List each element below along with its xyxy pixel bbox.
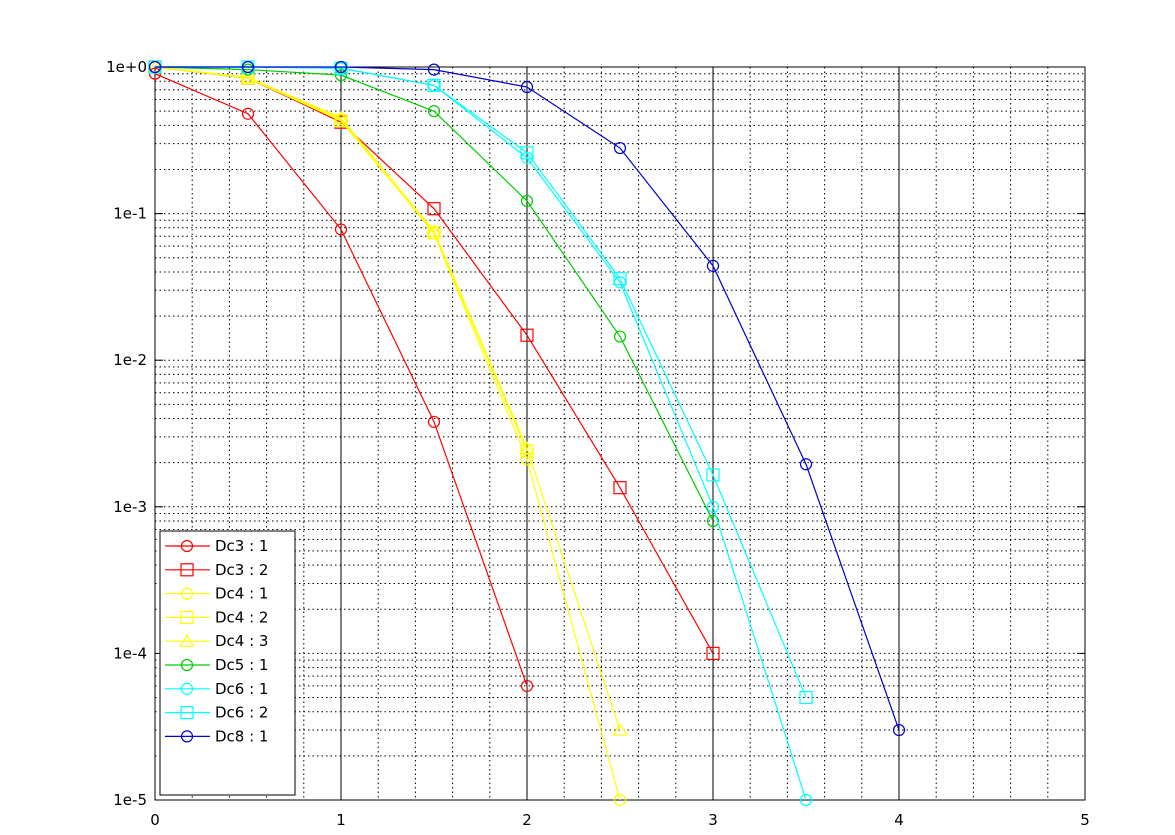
data-point (799, 458, 813, 471)
data-point (520, 444, 534, 458)
data-point (613, 272, 627, 286)
data-point (520, 453, 534, 466)
data-point (706, 468, 720, 482)
legend-entry: Dc6 : 1 (165, 680, 268, 698)
legend: Dc3 : 1 Dc3 : 2 Dc4 : 1 Dc4 : 2 Dc4 : 3 Dc5 :… (159, 530, 296, 796)
x-tick-label: 2 (522, 811, 532, 829)
y-tick-label: 1e+0 (106, 58, 147, 76)
legend-marker (180, 610, 194, 625)
legend-marker (180, 730, 194, 743)
data-point (148, 60, 162, 74)
series-line (154, 66, 621, 731)
legend-entry: Dc8 : 1 (165, 727, 268, 745)
data-point (148, 67, 162, 80)
legend-label: Dc6 : 1 (215, 680, 268, 698)
y-tick-label: 1e-1 (113, 205, 147, 223)
data-point (427, 105, 441, 118)
data-point (427, 202, 441, 216)
y-tick-label: 1e-2 (113, 351, 147, 369)
legend-entry: Dc3 : 1 (165, 537, 268, 555)
x-tick-label: 1 (336, 811, 346, 829)
legend-entry: Dc3 : 2 (165, 561, 268, 579)
legend-box (159, 530, 296, 796)
series-0 (148, 67, 534, 693)
data-point (613, 793, 627, 807)
legend-marker (180, 587, 194, 600)
legend-marker (180, 705, 194, 720)
data-point (520, 194, 534, 208)
data-point (334, 223, 348, 236)
data-point (334, 61, 348, 75)
data-point (241, 60, 255, 74)
data-point (427, 226, 441, 240)
data-point (520, 146, 534, 160)
data-point (427, 415, 441, 428)
data-point (519, 441, 535, 455)
data-point (799, 690, 813, 705)
series-5 (148, 60, 720, 528)
data-point (240, 70, 256, 83)
legend-label: Dc3 : 1 (215, 537, 268, 555)
data-point (241, 107, 255, 120)
grid (155, 67, 1085, 800)
data-point (520, 328, 534, 342)
legend-label: Dc3 : 2 (215, 561, 268, 579)
legend-marker (179, 634, 195, 647)
data-point (427, 78, 441, 92)
data-point (892, 723, 906, 737)
data-point (334, 60, 348, 74)
x-tick-label: 4 (894, 811, 904, 829)
series-line (154, 73, 528, 687)
data-point (613, 141, 627, 155)
legend-marker (180, 682, 194, 695)
data-point (334, 69, 348, 82)
data-point (426, 223, 442, 237)
data-point (706, 259, 720, 272)
series-line (154, 66, 714, 522)
data-point (520, 80, 534, 94)
legend-marker (180, 539, 194, 553)
data-point (706, 514, 720, 528)
series-8 (148, 60, 906, 737)
data-point (613, 481, 627, 495)
legend-entry: Dc4 : 3 (165, 632, 268, 650)
x-tick-label: 0 (150, 811, 160, 829)
y-tick-label: 1e-3 (113, 498, 147, 516)
data-point (520, 679, 534, 693)
data-point (799, 793, 813, 807)
data-point (427, 63, 441, 76)
data-point (706, 500, 720, 513)
y-tick-label: 1e-5 (113, 791, 147, 809)
data-point (706, 646, 720, 661)
x-tick-label: 5 (1080, 811, 1090, 829)
legend-label: Dc4 : 2 (215, 608, 268, 626)
legend-entry: Dc5 : 1 (165, 656, 268, 674)
data-point (333, 110, 349, 124)
legend-entry: Dc4 : 2 (165, 608, 268, 626)
legend-entry: Dc6 : 2 (165, 704, 268, 722)
data-point (613, 330, 627, 343)
legend-label: Dc5 : 1 (215, 656, 268, 674)
y-tick-label: 1e-4 (113, 644, 147, 662)
data-point (612, 722, 628, 736)
x-tick-label: 3 (708, 811, 718, 829)
legend-marker (180, 658, 194, 672)
legend-label: Dc4 : 1 (215, 585, 268, 603)
series-line (155, 66, 900, 731)
series-layer (147, 59, 906, 807)
legend-entry: Dc4 : 1 (165, 585, 268, 603)
legend-marker (180, 563, 194, 577)
legend-label: Dc6 : 2 (215, 704, 268, 722)
legend-label: Dc8 : 1 (215, 727, 268, 745)
legend-label: Dc4 : 3 (215, 632, 268, 650)
data-point (334, 114, 348, 128)
